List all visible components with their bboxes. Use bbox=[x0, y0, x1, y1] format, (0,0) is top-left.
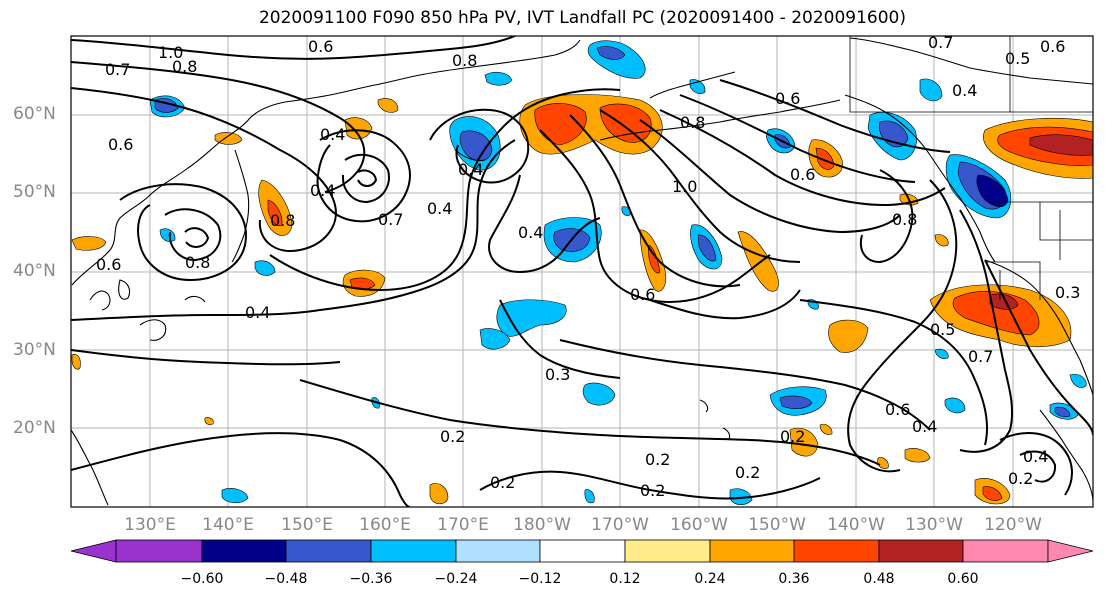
colorbar bbox=[70, 539, 1094, 563]
colorbar-extend-low bbox=[70, 539, 117, 563]
contour-label: 0.8 bbox=[270, 211, 295, 230]
contour-label: 1.0 bbox=[158, 43, 183, 62]
lon-label-140e: 140°E bbox=[202, 515, 254, 535]
colorbar-tick-label: −0.24 bbox=[434, 571, 478, 587]
contour-labels: 1.0 0.8 0.7 0.6 0.6 0.8 0.7 0.5 0.4 0.6 … bbox=[96, 33, 1080, 500]
contour-label: 0.7 bbox=[378, 210, 403, 229]
colorbar-extend-high bbox=[1047, 539, 1094, 563]
boundaries bbox=[849, 36, 1093, 300]
contour-label: 0.6 bbox=[790, 165, 815, 184]
colorbar-tick-label: 0.48 bbox=[863, 571, 895, 587]
contour-label: 0.5 bbox=[930, 320, 955, 339]
contour-label: 0.6 bbox=[1040, 37, 1065, 56]
contour-label: 0.3 bbox=[1055, 283, 1080, 302]
contour-label: 0.4 bbox=[427, 199, 452, 218]
contour-label: 0.2 bbox=[640, 481, 665, 500]
contour-label: 0.4 bbox=[310, 181, 335, 200]
colorbar-tick-label: 0.12 bbox=[609, 571, 641, 587]
contour-label: 0.7 bbox=[968, 347, 993, 366]
colorbar-bin bbox=[455, 539, 541, 563]
contour-label: 0.2 bbox=[440, 427, 465, 446]
colorbar-bin bbox=[201, 539, 287, 563]
contour-label: 0.8 bbox=[185, 253, 210, 272]
contour-label: 0.8 bbox=[452, 51, 477, 70]
contour-label: 0.4 bbox=[320, 125, 345, 144]
contour-label: 0.7 bbox=[928, 33, 953, 52]
colorbar-bin bbox=[539, 539, 626, 563]
lon-label-160e: 160°E bbox=[359, 515, 411, 535]
graticule bbox=[71, 36, 1093, 507]
lon-label-120w: 120°W bbox=[984, 515, 1042, 535]
contour-label: 0.2 bbox=[1008, 469, 1033, 488]
contour-label: 0.4 bbox=[952, 81, 977, 100]
contour-label: 0.6 bbox=[308, 37, 333, 56]
colorbar-bin bbox=[624, 539, 711, 563]
colorbar-tick-label: 0.36 bbox=[778, 571, 810, 587]
contour-label: 0.4 bbox=[458, 160, 483, 179]
lat-label-40n: 40°N bbox=[13, 261, 56, 281]
colorbar-tick-label: −0.60 bbox=[180, 571, 224, 587]
map-frame bbox=[70, 35, 1094, 508]
lon-label-130e: 130°E bbox=[124, 515, 176, 535]
contour-label: 0.4 bbox=[518, 223, 543, 242]
contour-label: 1.0 bbox=[672, 177, 697, 196]
colorbar-tick-label: −0.12 bbox=[518, 571, 562, 587]
colorbar-tick-label: −0.48 bbox=[264, 571, 308, 587]
contour-label: 0.6 bbox=[108, 135, 133, 154]
lon-label-170e: 170°E bbox=[437, 515, 489, 535]
contour-label: 0.6 bbox=[96, 255, 121, 274]
contour-label: 0.6 bbox=[775, 89, 800, 108]
coastlines bbox=[71, 37, 1093, 506]
colorbar-bin bbox=[878, 539, 964, 563]
lon-label-160w: 160°W bbox=[670, 515, 728, 535]
contour-label: 0.3 bbox=[545, 365, 570, 384]
colorbar-bin bbox=[709, 539, 795, 563]
colorbar-tick-label: 0.24 bbox=[694, 571, 726, 587]
lon-label-180w: 180°W bbox=[513, 515, 571, 535]
contour-label: 0.4 bbox=[912, 417, 937, 436]
contour-label: 0.8 bbox=[892, 210, 917, 229]
contour-label: 0.5 bbox=[1005, 49, 1030, 68]
lon-label-170w: 170°W bbox=[591, 515, 649, 535]
lon-label-150w: 150°W bbox=[748, 515, 806, 535]
lat-label-50n: 50°N bbox=[13, 182, 56, 202]
pv-contours bbox=[71, 36, 1093, 507]
contour-label: 0.4 bbox=[1023, 447, 1048, 466]
contour-label: 0.2 bbox=[645, 450, 670, 469]
contour-label: 0.7 bbox=[105, 60, 130, 79]
chart-title: 2020091100 F090 850 hPa PV, IVT Landfall… bbox=[258, 8, 906, 28]
contour-label: 0.2 bbox=[735, 463, 760, 482]
contour-label: 0.4 bbox=[245, 303, 270, 322]
colorbar-bin bbox=[793, 539, 880, 563]
lon-label-130w: 130°W bbox=[905, 515, 963, 535]
lon-label-150e: 150°E bbox=[281, 515, 333, 535]
contour-label: 0.2 bbox=[490, 473, 515, 492]
contour-label: 0.6 bbox=[885, 400, 910, 419]
contour-label: 0.8 bbox=[172, 57, 197, 76]
colorbar-bin bbox=[115, 539, 203, 563]
colorbar-bin bbox=[962, 539, 1049, 563]
contour-label: 0.6 bbox=[630, 285, 655, 304]
lon-label-140w: 140°W bbox=[827, 515, 885, 535]
contour-label: 0.8 bbox=[680, 113, 705, 132]
colorbar-bin bbox=[370, 539, 457, 563]
contour-label: 0.2 bbox=[780, 427, 805, 446]
colorbar-bin bbox=[285, 539, 372, 563]
lat-label-60n: 60°N bbox=[13, 104, 56, 124]
colorbar-tick-label: 0.60 bbox=[947, 571, 979, 587]
colorbar-tick-label: −0.36 bbox=[349, 571, 393, 587]
lat-label-20n: 20°N bbox=[13, 418, 56, 438]
lat-label-30n: 30°N bbox=[13, 340, 56, 360]
